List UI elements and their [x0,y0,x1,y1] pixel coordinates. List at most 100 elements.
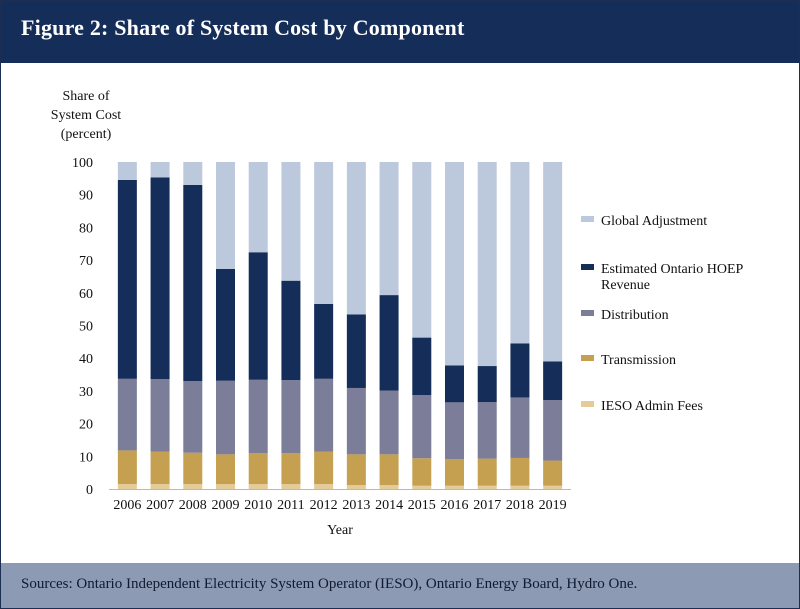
bar-segment-transmission [379,454,399,486]
bar-segment-ieso-admin [314,484,334,489]
y-tick-label: 80 [79,221,93,236]
bar-segment-ieso-admin [150,484,170,489]
x-tick-label: 2009 [212,498,240,513]
bar-segment-global-adjustment [379,162,399,296]
bar-segment-global-adjustment [445,162,464,366]
bar-segment-transmission [248,453,268,485]
bar-segment-hoep-revenue [412,337,432,396]
bar-segment-ieso-admin [477,485,497,489]
legend-label: Global Adjustment [601,214,707,229]
bar-segment-global-adjustment [281,162,301,281]
bar-segment-hoep-revenue [248,252,268,380]
bar-segment-distribution [117,378,137,451]
y-tick-label: 10 [79,450,93,465]
x-tick-label: 2010 [244,498,272,513]
x-tick-label: 2015 [408,498,436,513]
figure-header: Figure 2: Share of System Cost by Compon… [1,1,799,63]
y-axis-ticks: 0 10 20 30 40 50 60 70 80 90 100 [72,156,93,498]
x-tick-label: 2007 [146,498,174,513]
y-tick-label: 70 [79,254,93,269]
bars [117,162,563,489]
legend-swatch [581,310,594,316]
bar-segment-ieso-admin [412,485,432,489]
bar-segment-hoep-revenue [281,280,301,381]
bar-segment-distribution [477,402,497,459]
bar-segment-transmission [346,454,366,486]
bar-segment-ieso-admin [281,484,301,489]
x-tick-label: 2019 [539,498,567,513]
y-axis-label-line: Share of [62,89,109,104]
legend-label: Estimated Ontario HOEP Revenue [601,262,744,293]
x-tick-label: 2017 [473,498,501,513]
bar-segment-hoep-revenue [216,268,235,381]
bar-segment-ieso-admin [117,484,137,489]
bar-segment-transmission [216,454,235,485]
bar-segment-transmission [281,453,301,485]
x-tick-label: 2016 [441,498,469,513]
y-tick-label: 20 [79,418,93,433]
bar-segment-transmission [477,458,497,486]
bar-segment-hoep-revenue [543,361,563,401]
x-tick-label: 2006 [113,498,141,513]
bar-segment-transmission [183,452,203,485]
bar-segment-transmission [445,459,464,486]
bar-segment-distribution [216,380,235,455]
bar-segment-ieso-admin [379,485,399,489]
bar-segment-ieso-admin [543,485,563,489]
bar-segment-distribution [510,397,530,458]
bar-segment-transmission [543,460,563,486]
x-tick-label: 2013 [342,498,370,513]
y-tick-label: 60 [79,287,93,302]
y-axis-label-line: System Cost [51,108,122,123]
bar-segment-hoep-revenue [346,314,366,388]
bar-segment-distribution [412,395,432,459]
bar-segment-global-adjustment [477,162,497,367]
bar-segment-hoep-revenue [510,343,530,398]
bar-segment-transmission [314,451,334,485]
bar-segment-global-adjustment [248,162,268,253]
bar-segment-global-adjustment [543,162,563,362]
x-tick-label: 2018 [506,498,534,513]
bar-segment-ieso-admin [216,484,235,489]
bar-segment-global-adjustment [183,162,203,185]
bar-segment-distribution [445,402,464,460]
y-tick-label: 100 [72,156,93,171]
bar-segment-hoep-revenue [150,177,170,380]
bar-segment-hoep-revenue [445,365,464,403]
figure-title: Figure 2: Share of System Cost by Compon… [21,15,465,40]
bar-segment-global-adjustment [412,162,432,338]
figure-footer: Sources: Ontario Independent Electricity… [1,563,799,608]
bar-segment-hoep-revenue [117,179,137,379]
bar-segment-ieso-admin [510,485,530,489]
legend-label: Transmission [601,353,676,368]
bar-segment-hoep-revenue [477,366,497,403]
legend-label: Distribution [601,308,669,323]
bar-segment-hoep-revenue [314,303,334,379]
bar-segment-global-adjustment [117,162,137,180]
bar-segment-distribution [543,400,563,461]
y-axis-label-line: (percent) [61,127,112,142]
bar-segment-ieso-admin [346,485,366,489]
y-tick-label: 0 [86,483,93,498]
bar-segment-distribution [183,381,203,453]
bar-segment-global-adjustment [346,162,366,315]
legend-swatch [581,401,594,407]
bar-segment-distribution [379,390,399,455]
y-tick-label: 90 [79,189,93,204]
stacked-bar-chart: Share of System Cost (percent) 0 10 20 30 40 50… [51,89,744,538]
y-tick-label: 40 [79,352,93,367]
x-tick-label: 2012 [310,498,338,513]
y-tick-label: 30 [79,385,93,400]
bar-segment-distribution [281,380,301,454]
bar-segment-global-adjustment [314,162,334,304]
bar-segment-transmission [117,450,137,485]
bar-segment-hoep-revenue [379,295,399,391]
x-axis-ticks: 2006 2007 2008 2009 2010 2011 2012 2013 2014 2015… [113,498,566,513]
bar-segment-global-adjustment [216,162,235,269]
source-note: Sources: Ontario Independent Electricity… [21,576,638,592]
bar-segment-global-adjustment [150,162,170,178]
legend-swatch [581,216,594,222]
bar-segment-ieso-admin [183,484,203,489]
x-tick-label: 2014 [375,498,403,513]
legend-swatch [581,355,594,361]
